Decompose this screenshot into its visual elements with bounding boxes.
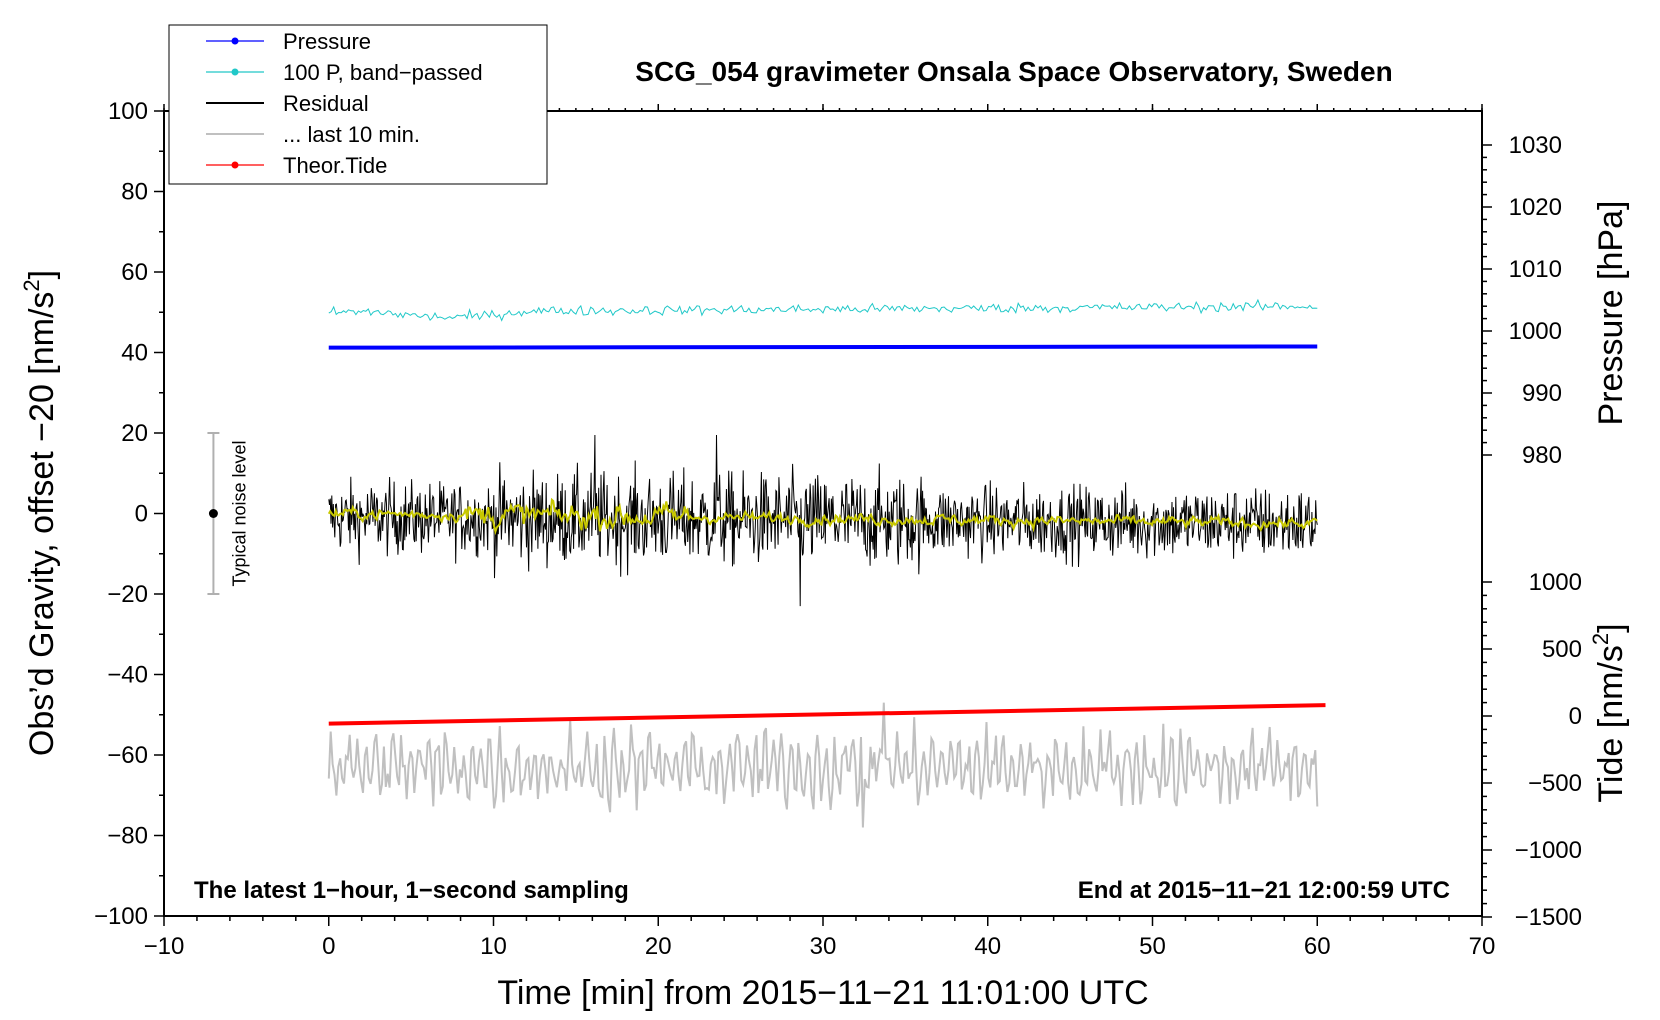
pressure-tick-label: 1030 xyxy=(1509,132,1562,159)
y-axis-right-tide-title-main: Tide [nm/s xyxy=(1592,645,1630,802)
legend-label: 100 P, band−passed xyxy=(283,60,483,85)
pressure-tick-label: 990 xyxy=(1522,380,1562,407)
y-tick-label: −60 xyxy=(107,742,148,769)
y-tick-label: 60 xyxy=(121,259,148,286)
annotation-end-time: End at 2015−11−21 12:00:59 UTC xyxy=(1078,877,1450,904)
y-tick-label: 40 xyxy=(121,340,148,367)
y-tick-label: 0 xyxy=(135,501,148,528)
tide-tick-label: −1500 xyxy=(1515,904,1582,931)
x-tick-label: −10 xyxy=(144,933,185,960)
series-theoretical-tide xyxy=(328,703,1326,726)
x-tick-label: 10 xyxy=(480,933,507,960)
series-last-10-min xyxy=(327,702,1319,828)
y-axis-left-title-sup: 2 xyxy=(19,279,44,291)
y-axis-right-tide: 1000 500 0 −500 −1000 −1500 xyxy=(1482,569,1582,931)
legend-label: Residual xyxy=(283,91,369,116)
series-pressure xyxy=(328,344,1318,350)
x-tick-label: 50 xyxy=(1139,933,1166,960)
y-axis-right-tide-title: Tide [nm/s2] xyxy=(1588,623,1630,802)
series-bandpassed-pressure xyxy=(328,298,1318,322)
x-tick-label: 30 xyxy=(810,933,837,960)
tide-tick-label: −500 xyxy=(1528,770,1582,797)
y-axis-right-tide-title-close: ] xyxy=(1592,623,1630,632)
y-axis-right-pressure: 1030 1020 1010 1000 990 980 xyxy=(1482,132,1562,469)
legend-label: Theor.Tide xyxy=(283,153,387,178)
noise-label: Typical noise level xyxy=(229,440,249,586)
tide-tick-label: 500 xyxy=(1542,636,1582,663)
tide-tick-label: 1000 xyxy=(1529,569,1582,596)
legend-marker xyxy=(231,161,239,169)
x-tick-label: 70 xyxy=(1469,933,1496,960)
pressure-tick-label: 1000 xyxy=(1509,318,1562,345)
x-axis-title: Time [min] from 2015−11−21 11:01:00 UTC xyxy=(497,974,1148,1012)
annotation-sampling: The latest 1−hour, 1−second sampling xyxy=(194,877,629,904)
x-tick-label: 40 xyxy=(974,933,1001,960)
y-tick-label: 80 xyxy=(121,179,148,206)
y-tick-label: 100 xyxy=(108,98,148,125)
y-axis-right-tide-title-sup: 2 xyxy=(1588,633,1613,645)
y-tick-label: −40 xyxy=(107,662,148,689)
y-axis-right-pressure-title: Pressure [hPa] xyxy=(1592,201,1630,426)
legend-marker xyxy=(231,37,239,45)
legend-label: Pressure xyxy=(283,29,371,54)
y-axis-left-title: Obs’d Gravity, offset −20 [nm/s2] xyxy=(19,270,61,756)
pressure-tick-label: 1010 xyxy=(1509,256,1562,283)
pressure-tick-label: 1020 xyxy=(1509,194,1562,221)
legend-label: ... last 10 min. xyxy=(283,122,420,147)
tide-tick-label: 0 xyxy=(1569,703,1582,730)
x-tick-label: 20 xyxy=(645,933,672,960)
legend: Pressure 100 P, band−passed Residual ... la… xyxy=(168,24,548,185)
legend-marker xyxy=(231,68,239,76)
chart-title: SCG_054 gravimeter Onsala Space Observat… xyxy=(635,56,1392,87)
tide-tick-label: −1000 xyxy=(1515,837,1582,864)
y-axis-left-title-main: Obs’d Gravity, offset −20 [nm/s xyxy=(23,292,61,757)
y-axis-left: 100 80 60 40 20 0 −20 −40 −60 −80 −100 xyxy=(94,98,164,930)
y-axis-left-title-close: ] xyxy=(23,270,61,279)
y-tick-label: −20 xyxy=(107,581,148,608)
x-tick-label: 0 xyxy=(322,933,335,960)
x-tick-label: 60 xyxy=(1304,933,1331,960)
legend-box xyxy=(168,24,548,185)
y-tick-label: 20 xyxy=(121,420,148,447)
x-axis: −10 0 10 20 30 40 50 60 70 xyxy=(144,104,1496,960)
noise-level-indicator: Typical noise level xyxy=(207,432,249,595)
y-tick-label: −100 xyxy=(94,903,148,930)
series-residual-smoothed xyxy=(327,497,1318,536)
noise-dot xyxy=(208,509,218,518)
pressure-tick-label: 980 xyxy=(1522,442,1562,469)
series-layer xyxy=(327,298,1326,828)
y-tick-label: −80 xyxy=(107,823,148,850)
